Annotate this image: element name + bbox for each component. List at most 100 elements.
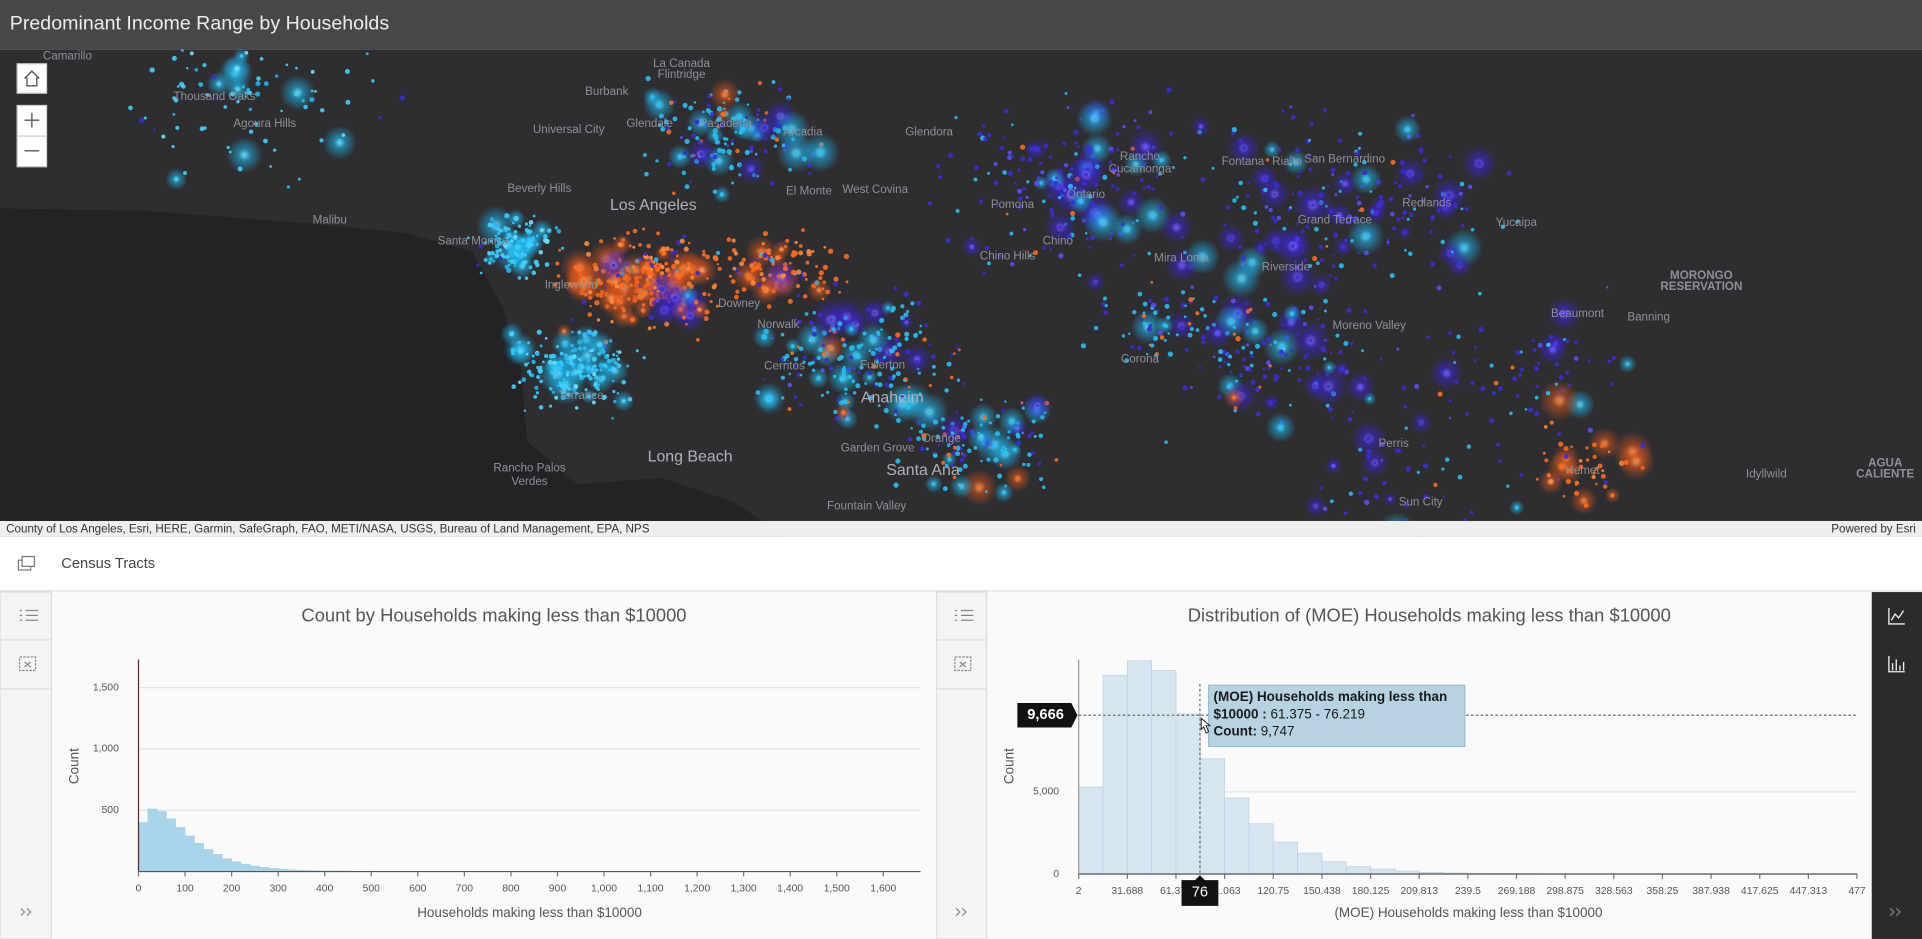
- map-dot: [180, 49, 184, 52]
- legend-button[interactable]: [19, 609, 38, 621]
- map[interactable]: Camarillo Thousand Oaks Agoura Hills Burban…: [0, 15, 1922, 551]
- selection-button[interactable]: [954, 656, 972, 672]
- map-dot: [199, 126, 205, 132]
- crosshair-x-box: [1181, 875, 1219, 906]
- map-dot: [175, 125, 180, 130]
- map-dot: [910, 301, 915, 306]
- map-dot: [1601, 469, 1605, 473]
- map-dot: [1020, 156, 1026, 162]
- map-dot: [832, 281, 838, 287]
- map-dot: [1248, 307, 1253, 312]
- map-dot: [1404, 248, 1407, 252]
- map-dot: [679, 238, 685, 244]
- map-dot: [1109, 99, 1115, 105]
- map-dot: [1249, 350, 1254, 355]
- x-tick-label: 1,000: [591, 883, 617, 894]
- map-dot: [671, 263, 677, 270]
- map-dot: [1137, 291, 1143, 297]
- map-dot: [1289, 105, 1293, 109]
- map-dot: [855, 383, 861, 389]
- layer-icon[interactable]: [17, 555, 35, 571]
- map-dot: [574, 406, 579, 410]
- y-axis-label: Count: [66, 748, 81, 784]
- bar: [166, 818, 177, 872]
- map-dot: [928, 343, 932, 347]
- map-dot: [517, 276, 522, 280]
- map-dot: [1273, 373, 1280, 380]
- map-dot: [547, 228, 552, 233]
- map-dot: [577, 330, 582, 335]
- map-dot: [544, 354, 549, 359]
- map-dot: [937, 443, 941, 447]
- map-dot: [263, 81, 269, 87]
- map-dot: [1298, 366, 1302, 370]
- map-dot: [1457, 474, 1463, 480]
- map-dot: [621, 308, 626, 313]
- map-dot: [1433, 482, 1438, 488]
- map-dot: [1296, 221, 1300, 225]
- map-dot: [1180, 290, 1186, 295]
- map-dot: [1339, 367, 1344, 372]
- map-dot: [1358, 491, 1363, 496]
- map-dot: [1211, 166, 1215, 170]
- map-dot: [633, 268, 638, 272]
- map-dot: [1231, 131, 1235, 136]
- map-dot: [764, 288, 768, 292]
- map-dot: [731, 181, 735, 185]
- x-tick-label: 300: [269, 883, 287, 894]
- map-dot: [1244, 301, 1249, 306]
- map-dot: [1200, 177, 1206, 182]
- map-dot: [1085, 237, 1090, 241]
- map-dot: [766, 304, 772, 309]
- map-dot: [979, 436, 983, 440]
- map-dot: [1017, 168, 1021, 172]
- map-dot: [1405, 466, 1411, 472]
- map-dot: [866, 307, 871, 312]
- map-dot: [1564, 338, 1570, 344]
- map-dot: [215, 97, 218, 100]
- bar-chart-button[interactable]: [1888, 655, 1905, 673]
- zoom-in-button[interactable]: [16, 104, 48, 137]
- map-dot: [788, 261, 792, 265]
- map-dot: [1409, 212, 1414, 218]
- map-dot: [242, 153, 247, 157]
- map-dot: [1386, 240, 1390, 244]
- map-dot: [565, 359, 570, 364]
- expand-button[interactable]: [955, 907, 967, 917]
- map-dot: [642, 152, 647, 157]
- map-label: Idyllwild: [1746, 467, 1787, 480]
- map-dot: [1287, 369, 1291, 372]
- map-dot: [643, 252, 648, 257]
- expand-button[interactable]: [20, 907, 32, 917]
- tooltip-box: [1207, 684, 1466, 748]
- map-dot: [510, 239, 514, 243]
- legend-button[interactable]: [954, 609, 974, 621]
- map-dot: [782, 266, 788, 272]
- map-dot: [953, 352, 956, 355]
- map-dot: [1070, 200, 1076, 205]
- zoom-out-button[interactable]: [16, 135, 48, 168]
- map-dot: [1489, 418, 1495, 423]
- map-dot: [1025, 195, 1029, 200]
- map-dot: [1533, 366, 1539, 372]
- map-dot: [1514, 505, 1519, 510]
- map-dot: [950, 353, 954, 357]
- map-dot: [730, 279, 736, 284]
- map-dot: [684, 184, 690, 190]
- selection-button[interactable]: [18, 656, 37, 672]
- map-dot: [285, 63, 289, 67]
- map-dot: [1264, 204, 1269, 209]
- bar: [1199, 758, 1225, 875]
- map-dot: [579, 374, 583, 378]
- expand-button[interactable]: [1889, 907, 1901, 917]
- map-dot: [1326, 185, 1330, 188]
- home-button[interactable]: [16, 63, 48, 94]
- map-dot: [1273, 340, 1278, 345]
- map-dot: [1358, 131, 1363, 136]
- line-chart-button[interactable]: [1888, 608, 1905, 625]
- map-dot: [1366, 436, 1372, 442]
- bar: [1126, 660, 1153, 875]
- map-dot: [1228, 235, 1234, 241]
- map-dot: [1585, 458, 1590, 462]
- x-tick-label: 200: [223, 883, 241, 894]
